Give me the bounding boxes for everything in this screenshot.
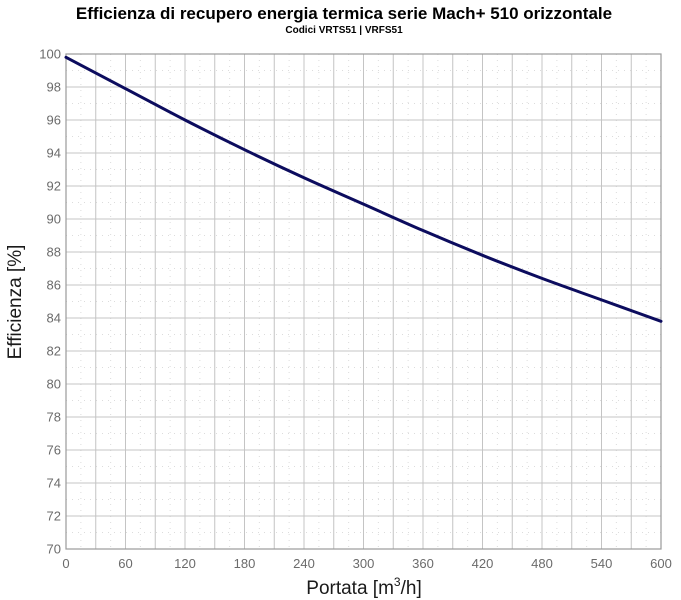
y-tick-label: 78 <box>47 410 61 425</box>
y-tick-label: 94 <box>47 146 61 161</box>
chart-title: Efficienza di recupero energia termica s… <box>76 4 612 23</box>
y-tick-label: 86 <box>47 278 61 293</box>
x-tick-labels: 0 60 120 180 240 300 360 420 480 540 600 <box>62 556 671 571</box>
y-tick-label: 76 <box>47 443 61 458</box>
x-tick-label: 300 <box>353 556 375 571</box>
x-tick-label: 180 <box>234 556 256 571</box>
x-tick-label: 480 <box>531 556 553 571</box>
y-tick-label: 90 <box>47 212 61 227</box>
y-tick-label: 92 <box>47 179 61 194</box>
y-tick-label: 96 <box>47 113 61 128</box>
x-tick-label: 60 <box>118 556 132 571</box>
plot-frame <box>65 53 662 550</box>
x-tick-label: 600 <box>650 556 672 571</box>
x-tick-label: 420 <box>472 556 494 571</box>
x-tick-label: 240 <box>293 556 315 571</box>
y-tick-label: 100 <box>39 47 61 62</box>
y-tick-label: 74 <box>47 476 61 491</box>
y-tick-labels: 70 72 74 76 78 80 82 84 86 88 90 92 94 96 98 100 <box>39 47 61 557</box>
chart-subtitle: Codici VRTS51 | VRFS51 <box>285 25 403 36</box>
x-tick-label: 0 <box>62 556 69 571</box>
y-tick-label: 82 <box>47 344 61 359</box>
y-tick-label: 88 <box>47 245 61 260</box>
y-axis-label: Efficienza [%] <box>5 245 26 360</box>
y-tick-label: 80 <box>47 377 61 392</box>
y-tick-label: 72 <box>47 509 61 524</box>
x-axis-label-tail: /h] <box>401 578 422 599</box>
major-grid <box>65 53 662 550</box>
y-tick-label: 70 <box>47 542 61 557</box>
efficiency-series-line <box>64 55 663 323</box>
x-tick-label: 540 <box>591 556 613 571</box>
x-tick-label: 360 <box>412 556 434 571</box>
x-axis-label-superscript: 3 <box>394 575 401 589</box>
y-tick-label: 98 <box>47 80 61 95</box>
x-tick-label: 120 <box>174 556 196 571</box>
y-tick-label: 84 <box>47 311 61 326</box>
x-axis-label-main: Portata [m <box>306 578 394 599</box>
x-axis-label: Portata [m3/h] <box>306 575 421 599</box>
